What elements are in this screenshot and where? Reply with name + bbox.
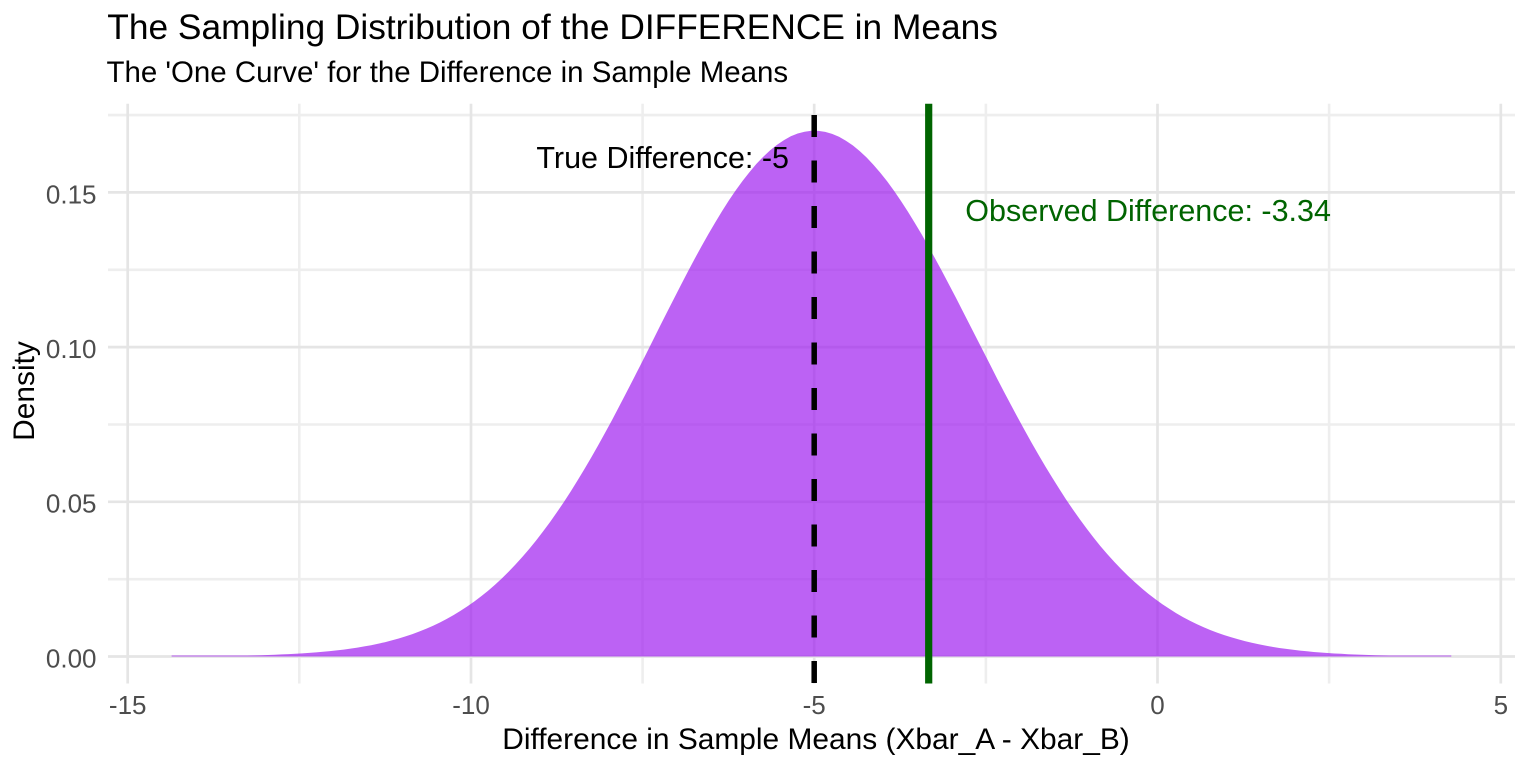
svg-text:5: 5 <box>1494 690 1508 720</box>
svg-text:The Sampling Distribution of t: The Sampling Distribution of the DIFFERE… <box>107 8 998 47</box>
svg-text:0.15: 0.15 <box>46 179 97 209</box>
svg-text:0.10: 0.10 <box>46 334 97 364</box>
svg-text:0.05: 0.05 <box>46 489 97 519</box>
svg-text:0.00: 0.00 <box>46 643 97 673</box>
svg-text:True Difference: -5: True Difference: -5 <box>536 141 789 175</box>
svg-text:Observed Difference: -3.34: Observed Difference: -3.34 <box>965 194 1331 228</box>
svg-text:Density: Density <box>8 341 41 441</box>
svg-text:-10: -10 <box>452 690 490 720</box>
svg-text:The 'One Curve' for the Differ: The 'One Curve' for the Difference in Sa… <box>107 56 789 89</box>
svg-text:-5: -5 <box>803 690 826 720</box>
svg-text:Difference in Sample Means (Xb: Difference in Sample Means (Xbar_A - Xba… <box>502 723 1129 756</box>
svg-text:-15: -15 <box>109 690 147 720</box>
svg-text:0: 0 <box>1150 690 1164 720</box>
